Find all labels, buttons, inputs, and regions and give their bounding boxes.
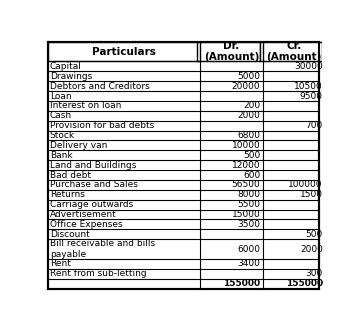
Text: 8000: 8000	[237, 190, 260, 199]
Text: 2000: 2000	[300, 245, 323, 253]
Text: Cr.
(Amount): Cr. (Amount)	[266, 41, 321, 62]
Text: 1500: 1500	[300, 190, 323, 199]
Text: Capital: Capital	[50, 62, 82, 71]
Text: 500: 500	[305, 230, 323, 239]
Text: 300: 300	[305, 269, 323, 278]
Text: 12000: 12000	[232, 161, 260, 170]
Text: 3500: 3500	[237, 220, 260, 229]
Text: 30000: 30000	[294, 62, 323, 71]
Text: 6800: 6800	[237, 131, 260, 140]
Text: Debtors and Creditors: Debtors and Creditors	[50, 82, 150, 91]
Text: 200: 200	[243, 101, 260, 111]
Text: Land and Buildings: Land and Buildings	[50, 161, 136, 170]
Text: 10000: 10000	[232, 141, 260, 150]
Text: Particulars: Particulars	[92, 47, 156, 57]
Text: Dr.
(Amount): Dr. (Amount)	[204, 41, 259, 62]
Text: 5000: 5000	[237, 72, 260, 81]
Text: 15000: 15000	[232, 210, 260, 219]
Text: Rent: Rent	[50, 259, 71, 268]
Text: 500: 500	[243, 151, 260, 160]
Text: Bill receivable and bills
payable: Bill receivable and bills payable	[50, 239, 155, 259]
Text: Loan: Loan	[50, 92, 71, 100]
Text: Provision for bad debts: Provision for bad debts	[50, 121, 154, 130]
Text: 10500: 10500	[294, 82, 323, 91]
Text: Interest on loan: Interest on loan	[50, 101, 121, 111]
Text: Drawings: Drawings	[50, 72, 92, 81]
Text: 155000: 155000	[286, 279, 323, 288]
Text: 155000: 155000	[223, 279, 260, 288]
Text: Discount: Discount	[50, 230, 90, 239]
Text: 9500: 9500	[300, 92, 323, 100]
Bar	[260, 42, 322, 61]
Text: Rent from sub-letting: Rent from sub-letting	[50, 269, 146, 278]
Text: Office Expenses: Office Expenses	[50, 220, 122, 229]
Text: Purchase and Sales: Purchase and Sales	[50, 181, 137, 189]
Text: Delivery van: Delivery van	[50, 141, 107, 150]
Text: Stock: Stock	[50, 131, 75, 140]
Text: Bank: Bank	[50, 151, 72, 160]
Bar	[48, 42, 200, 61]
Text: 700: 700	[305, 121, 323, 130]
Text: 2000: 2000	[237, 111, 260, 120]
Text: Returns: Returns	[50, 190, 84, 199]
Text: Advertisement: Advertisement	[50, 210, 116, 219]
Text: Cash: Cash	[50, 111, 72, 120]
Text: 600: 600	[243, 170, 260, 180]
Text: 6000: 6000	[237, 245, 260, 253]
Text: 5500: 5500	[237, 200, 260, 209]
Text: 3400: 3400	[237, 259, 260, 268]
Text: Bad debt: Bad debt	[50, 170, 91, 180]
Text: 56500: 56500	[232, 181, 260, 189]
Text: 20000: 20000	[232, 82, 260, 91]
Text: Carriage outwards: Carriage outwards	[50, 200, 133, 209]
Bar	[197, 42, 260, 61]
Text: 100000: 100000	[288, 181, 323, 189]
